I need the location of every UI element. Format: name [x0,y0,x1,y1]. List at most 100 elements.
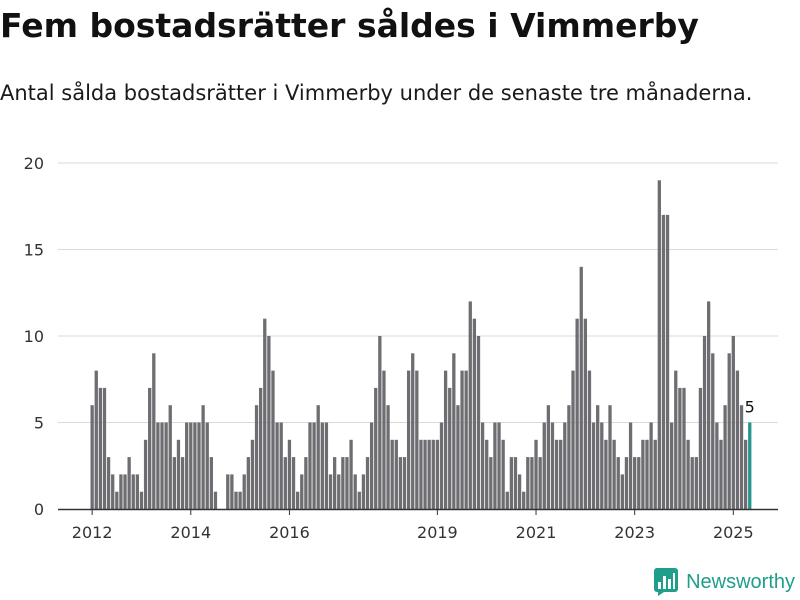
bar [213,491,218,509]
y-tick-label: 10 [24,327,44,346]
bar [723,405,727,509]
bar [328,474,333,509]
bar [361,474,366,509]
bar [406,370,411,509]
bar [711,353,715,509]
y-tick-label: 15 [24,241,44,260]
bar [522,491,526,509]
bar [567,405,571,509]
bar [254,405,259,509]
bar [131,474,135,509]
x-tick-label: 2019 [417,523,458,542]
bar [312,422,316,509]
bar [534,439,538,509]
bar [702,336,707,509]
bar [542,422,546,509]
bar [415,370,419,509]
bar [485,439,489,509]
bar [600,422,604,509]
bar [550,422,555,509]
bar [90,405,94,509]
bar [111,474,115,509]
bar [735,370,740,509]
bar [287,439,292,509]
bar [386,405,390,509]
page-title: Fem bostadsrätter såldes i Vimmerby [0,6,699,45]
bar [719,439,723,509]
bar [649,422,653,509]
bar [661,214,666,509]
bar [526,457,530,509]
bar [102,387,107,509]
bar [571,370,575,509]
bar [209,457,213,509]
bar [226,474,230,509]
bar [357,491,361,509]
bar [135,474,140,509]
bar [743,439,748,509]
bar [460,370,464,509]
bar [497,422,501,509]
bar [698,387,703,509]
bar [152,353,156,509]
bar [238,491,242,509]
bar [628,422,633,509]
bar [480,422,485,509]
bar [127,457,131,509]
bar [674,370,678,509]
bar [612,439,616,509]
bar [707,301,711,509]
bar [517,474,522,509]
bar [476,336,481,509]
bar [439,422,444,509]
bar [382,370,386,509]
bar [267,336,271,509]
bar [501,439,505,509]
bar [493,422,497,509]
bar [678,387,682,509]
bar [575,318,579,509]
bar [579,266,583,509]
bar [468,301,472,509]
bar [160,422,164,509]
bar [148,387,152,509]
bar [489,457,493,509]
bar [563,422,567,509]
bar [423,439,427,509]
bar [259,387,263,509]
bar [591,422,596,509]
bar [193,422,197,509]
bar [378,336,382,509]
bar [596,405,600,509]
bar [308,422,312,509]
bar [402,457,407,509]
bar [427,439,431,509]
bar [168,405,172,509]
y-tick-label: 0 [34,500,44,519]
bar [279,422,283,509]
bar [530,457,534,509]
bar [300,474,304,509]
bar [390,439,394,509]
bar [694,457,698,509]
brand-name: Newsworthy [686,570,795,593]
bar [296,491,300,509]
bar [583,318,587,509]
bar [324,422,329,509]
bar [180,457,185,509]
bar [731,336,735,509]
bar [435,439,440,509]
bar [201,405,205,509]
bar [431,439,435,509]
bar [176,439,181,509]
bar [316,405,320,509]
bar [452,353,456,509]
page-subtitle: Antal sålda bostadsrätter i Vimmerby und… [0,81,753,105]
bar [369,422,374,509]
brand-logo: Newsworthy [654,568,795,596]
bar-highlighted [748,422,752,509]
bar [665,214,670,509]
bar [365,457,370,509]
bar [119,474,123,509]
bar [164,422,168,509]
